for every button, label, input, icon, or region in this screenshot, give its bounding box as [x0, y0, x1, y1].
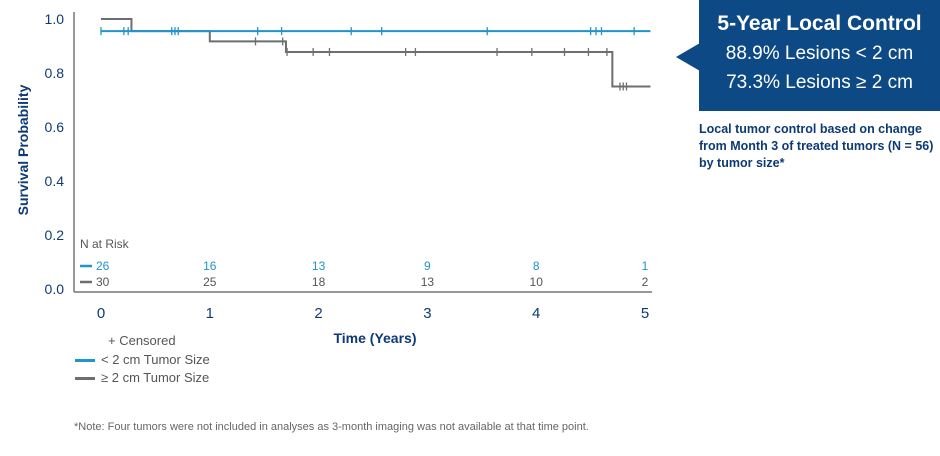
at-risk-value: 30: [96, 275, 110, 289]
survival-curve: [101, 18, 651, 88]
at-risk-value: 9: [424, 259, 431, 273]
at-risk-value: 1: [642, 259, 649, 273]
legend-item-large: ≥ 2 cm Tumor Size: [75, 370, 209, 385]
legend-censored: + Censored: [108, 333, 176, 348]
x-tick-label: 3: [423, 305, 431, 322]
x-tick-label: 5: [641, 305, 649, 322]
at-risk-value: 2: [642, 275, 649, 289]
km-chart: 0.0 0.2 0.4 0.6 0.8 1.0 0 1 2 3 4 5 Time (Years) Surv…: [15, 11, 652, 346]
callout-line-1: 88.9% Lesions < 2 cm: [725, 43, 914, 64]
x-tick-label: 2: [314, 305, 322, 322]
at-risk-value: 13: [421, 275, 435, 289]
x-axis-title: Time (Years): [333, 330, 416, 346]
at-risk-title: N at Risk: [80, 237, 130, 251]
legend-label: ≥ 2 cm Tumor Size: [101, 370, 210, 385]
chart-description: Local tumor control based on change from…: [699, 122, 934, 170]
at-risk-value: 18: [312, 275, 326, 289]
callout-line-2: 73.3% Lesions ≥ 2 cm: [726, 72, 913, 93]
at-risk-value: 8: [533, 259, 540, 273]
at-risk-value: 13: [312, 259, 326, 273]
at-risk-value: 25: [203, 275, 217, 289]
y-tick-label: 0.8: [45, 65, 65, 81]
y-tick-label: 0.0: [45, 281, 65, 297]
legend-label: < 2 cm Tumor Size: [101, 352, 210, 367]
callout-arrow: [676, 43, 700, 71]
callout-title: 5-Year Local Control: [717, 12, 922, 35]
y-tick-label: 0.4: [45, 173, 65, 189]
x-tick-label: 0: [97, 305, 105, 322]
at-risk-value: 10: [530, 275, 544, 289]
y-tick-label: 1.0: [45, 11, 65, 27]
y-axis-title: Survival Probability: [15, 84, 31, 215]
legend-swatch: [75, 359, 95, 363]
x-tick-label: 4: [532, 305, 540, 322]
x-tick-label: 1: [206, 305, 214, 322]
y-tick-label: 0.2: [45, 227, 65, 243]
at-risk-value: 26: [96, 259, 110, 273]
callout-box: 5-Year Local Control 88.9% Lesions < 2 c…: [699, 0, 940, 111]
legend-item-small: < 2 cm Tumor Size: [75, 352, 210, 367]
at-risk-value: 16: [203, 259, 217, 273]
footnote: *Note: Four tumors were not included in …: [74, 421, 589, 433]
legend-swatch: [75, 377, 95, 381]
y-tick-label: 0.6: [45, 119, 65, 135]
